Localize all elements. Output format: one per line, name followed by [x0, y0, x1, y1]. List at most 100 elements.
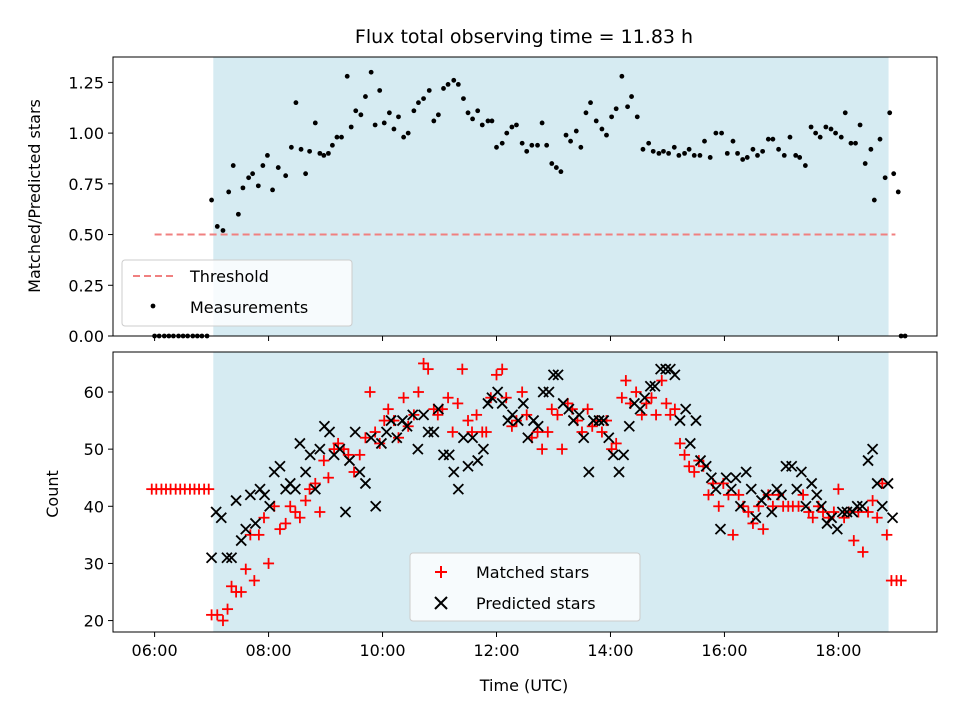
- matched-star-point: [263, 557, 275, 569]
- measurement-point: [504, 130, 510, 136]
- matched-star-point: [452, 397, 464, 409]
- measurement-point: [326, 150, 331, 156]
- predicted-star-point: [407, 409, 419, 421]
- measurement-point: [765, 136, 771, 142]
- predicted-star-point: [654, 363, 667, 375]
- measurement-point: [539, 120, 545, 126]
- y-tick-label-0-3: 0.75: [68, 175, 104, 194]
- predicted-star-point: [466, 432, 479, 444]
- matched-star-point: [616, 392, 628, 404]
- measurement-point: [549, 161, 555, 166]
- predicted-star-point: [532, 420, 544, 432]
- measurement-point: [209, 197, 214, 203]
- count-axis-ticks: 06:00 08:00 10:00 12:00 14:00 16:00 18:00 20 30 4…: [84, 383, 862, 660]
- matched-star-point: [253, 529, 265, 541]
- measurement-point: [298, 146, 304, 152]
- y-tick-label-1-1: 30: [84, 554, 104, 573]
- matched-star-point: [258, 512, 270, 524]
- predicted-star-point: [462, 460, 474, 472]
- measurement-point: [544, 142, 550, 148]
- x-tick-label-1: 08:00: [246, 641, 292, 660]
- measurement-point: [719, 130, 724, 136]
- measurement-point: [334, 134, 340, 140]
- measurement-point: [882, 175, 888, 181]
- predicted-star-point: [294, 437, 306, 450]
- ratio-y-axis-label: Matched/Predicted stars: [25, 99, 44, 293]
- matched-star-point: [532, 426, 544, 438]
- predicted-star-point: [230, 494, 242, 507]
- measurement-point: [426, 88, 432, 93]
- predicted-star-point: [710, 483, 722, 495]
- predicted-star-point: [235, 534, 247, 547]
- y-tick-label-0-4: 1.00: [68, 124, 104, 143]
- matched-star-point: [412, 386, 424, 398]
- legend-predicted-label: Predicted stars: [476, 594, 596, 613]
- measurement-point: [479, 122, 485, 128]
- measurement-point: [240, 185, 246, 191]
- measurement-point: [625, 104, 630, 110]
- matched-star-point: [620, 375, 632, 387]
- measurement-point: [235, 211, 241, 217]
- predicted-star-point: [862, 454, 874, 467]
- predicted-star-point: [603, 432, 615, 444]
- matched-star-point: [521, 409, 533, 421]
- measurement-point: [609, 114, 615, 120]
- measurement-point: [519, 140, 525, 146]
- legend-measurements-label: Measurements: [190, 298, 308, 317]
- predicted-star-point: [380, 426, 393, 438]
- measurement-point: [445, 81, 451, 87]
- matched-star-point: [442, 392, 454, 404]
- matched-star-point: [369, 426, 381, 438]
- measurement-point: [499, 140, 505, 146]
- predicted-star-point: [815, 500, 827, 512]
- matched-star-point: [318, 455, 330, 467]
- matched-star-point: [309, 477, 321, 489]
- measurement-point: [802, 163, 808, 168]
- matched-star-points: [146, 357, 907, 627]
- measurement-point: [363, 94, 368, 99]
- y-tick-label-1-2: 40: [84, 497, 104, 516]
- matched-star-point: [630, 386, 642, 398]
- matched-star-point: [510, 415, 522, 427]
- predicted-star-point: [791, 483, 803, 495]
- predicted-star-point: [700, 460, 712, 472]
- measurement-point: [691, 153, 697, 158]
- predicted-star-point: [644, 380, 657, 392]
- predicted-star-point: [375, 437, 388, 450]
- predicted-star-point: [359, 477, 372, 490]
- measurement-point: [255, 183, 261, 189]
- measurement-point: [640, 146, 646, 152]
- matched-star-point: [466, 426, 478, 438]
- matched-star-point: [793, 500, 805, 512]
- predicted-star-point: [805, 477, 818, 490]
- measurement-point: [416, 100, 421, 106]
- measurement-point: [887, 110, 893, 116]
- measurement-point: [713, 130, 719, 136]
- matched-star-point: [727, 529, 739, 541]
- matched-star-point: [462, 415, 474, 427]
- predicted-star-point: [871, 477, 883, 490]
- x-tick-label-0: 06:00: [132, 641, 178, 660]
- predicted-star-point: [578, 432, 590, 444]
- measurement-point: [270, 187, 275, 193]
- measurement-point: [573, 128, 579, 134]
- measurement-point: [770, 136, 776, 142]
- predicted-star-point: [365, 432, 377, 444]
- measurement-point: [650, 148, 656, 154]
- matched-star-point: [542, 426, 554, 438]
- measurement-point: [431, 118, 437, 124]
- predicted-star-point: [674, 414, 686, 427]
- matched-star-point: [862, 506, 874, 518]
- predicted-star-point: [543, 386, 555, 398]
- measurement-point: [760, 148, 766, 154]
- predicted-star-point: [607, 449, 619, 461]
- matched-star-point: [536, 443, 548, 455]
- predicted-star-point: [323, 426, 336, 438]
- measurement-point: [514, 122, 519, 128]
- matched-star-point: [656, 375, 668, 387]
- predicted-star-point: [563, 403, 575, 415]
- predicted-star-point: [886, 512, 899, 524]
- measurement-point: [871, 197, 877, 203]
- matched-star-point: [674, 437, 686, 449]
- measurement-point: [421, 96, 426, 101]
